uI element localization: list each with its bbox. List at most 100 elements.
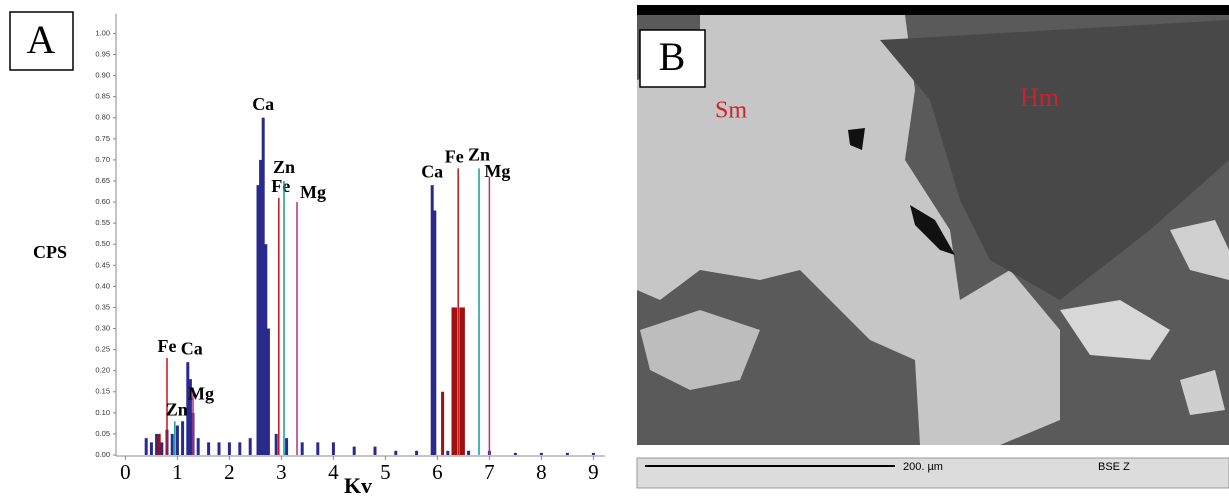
y-tick-label: 0.70 [95,155,110,164]
y-tick-label: 0.60 [95,197,110,206]
element-label: Ca [181,338,203,358]
x-tick-label: 4 [328,460,339,484]
y-tick-label: 0.00 [95,450,110,459]
spectrum-bar [248,438,252,455]
y-tick-label: 0.35 [95,302,110,311]
phase-label: Sm [715,98,747,124]
pore [848,128,865,150]
spectrum-bar [331,442,335,455]
y-tick-label: 0.40 [95,281,110,290]
spectrum-bar [266,328,270,455]
y-tick-label: 0.65 [95,176,110,185]
spectrum-bar [217,442,221,455]
peak-bar [451,307,455,455]
spectrum-bar [264,244,268,455]
y-axis-label: CPS [33,242,67,262]
peak-bar [459,307,463,455]
y-tick-label: 0.15 [95,387,110,396]
scale-label: 200. µm [903,461,943,473]
spectrum-bar [149,442,153,455]
x-tick-label: 3 [276,460,287,484]
spectrum-bar [467,450,471,455]
spectrum-bar [591,452,595,455]
light-phase [1170,220,1229,280]
spectrum-bar [155,433,159,455]
y-tick-label: 0.30 [95,324,110,333]
y-tick-label: 0.75 [95,134,110,143]
dark-phase [880,20,1229,300]
scale-strip [636,457,1229,489]
y-tick-label: 0.45 [95,260,110,269]
pore [910,205,955,255]
y-tick-label: 0.95 [95,49,110,58]
spectrum-bar [565,452,569,455]
y-tick-label: 0.05 [95,429,110,438]
x-tick-label: 1 [172,460,183,484]
x-tick-label: 2 [224,460,235,484]
spectrum-bar [188,379,192,455]
peak-bar [441,391,445,455]
bse-image: 200. µm BSE Z Sm Hm B [636,5,1229,489]
spectrum-bar [352,446,356,455]
light-phase [640,310,760,390]
element-label: Fe [158,336,177,356]
spectrum-bar [300,442,304,455]
y-tick-label: 0.50 [95,239,110,248]
x-tick-label: 9 [588,460,599,484]
spectrum-bar [433,210,437,455]
spectrum-bar [285,438,289,455]
y-tick-label: 0.80 [95,113,110,122]
peak-bar [454,307,458,455]
spectrum-bar [160,442,164,455]
spectrum-bar [513,452,517,455]
element-label: Zn [468,144,490,164]
light-phase [1060,300,1170,360]
element-label: Mg [484,161,510,181]
light-phase [637,15,1060,445]
y-tick-label: 0.85 [95,92,110,101]
x-tick-label: 5 [380,460,391,484]
spectrum-bar [316,442,320,455]
spectrum-bar [207,442,211,455]
spectrum-bar [259,159,263,455]
y-tick-label: 0.90 [95,71,110,80]
spectrum-plot: 0.00 0.05 0.10 0.15 0.20 0.25 0.30 0.35 0.40 0.45… [95,28,598,483]
y-tick-label: 1.00 [95,28,110,37]
element-label: Zn [166,399,188,419]
spectrum-bar [175,425,179,455]
light-phase [1180,370,1225,415]
x-tick-label: 8 [536,460,547,484]
panel-label-box [639,29,706,88]
element-label: Ca [252,94,274,114]
panel-label-box [9,11,74,71]
spectrum-bar [415,450,419,455]
spectrum-bar [227,442,231,455]
image-gap [637,445,1229,455]
spectrum-bar [539,452,543,455]
spectrum-bar [144,438,148,455]
spectrum-bar [373,446,377,455]
panel-label: B [659,34,686,79]
y-tick-label: 0.55 [95,218,110,227]
element-label: Fe [445,146,464,166]
element-label: Mg [300,182,326,202]
y-tick-label: 0.10 [95,408,110,417]
peak-bar [157,433,161,455]
element-label: Zn [273,157,295,177]
element-label: Mg [188,384,214,404]
spectrum-bar [274,433,278,455]
spectrum-bar [181,421,185,455]
spectrum-bar [394,450,398,455]
detector-label: BSE Z [1098,461,1130,473]
panel-label: A [27,17,56,62]
element-label: Ca [421,161,443,181]
spectrum-bar [196,438,200,455]
spectrum-bar [170,433,174,455]
x-tick-label: 0 [120,460,131,484]
image-top-bar [637,5,1229,15]
spectrum-bar [238,442,242,455]
spectrum-bar [256,185,260,455]
peak-bar [461,307,465,455]
